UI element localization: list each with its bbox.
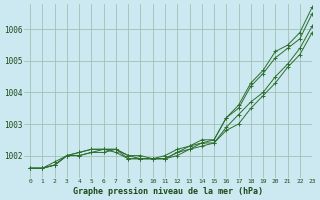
X-axis label: Graphe pression niveau de la mer (hPa): Graphe pression niveau de la mer (hPa) <box>73 187 263 196</box>
